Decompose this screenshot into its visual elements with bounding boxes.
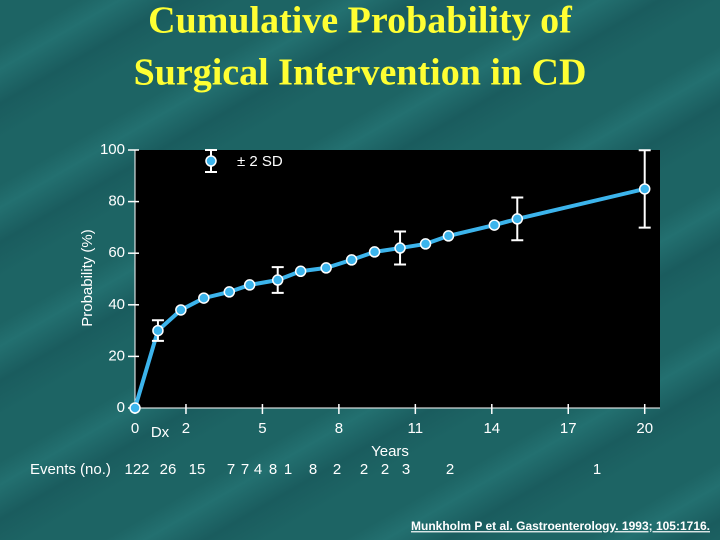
legend-marker <box>205 155 217 167</box>
data-point <box>638 183 651 195</box>
event-count: 26 <box>160 461 177 478</box>
x-tick-label: 2 <box>182 420 190 437</box>
x-tick-label: 0 <box>131 420 139 437</box>
event-count: 3 <box>402 461 410 478</box>
event-count: 15 <box>189 461 206 478</box>
chart-title: Cumulative Probability of <box>148 0 573 42</box>
y-tick-label: 0 <box>117 399 125 416</box>
data-point <box>294 265 307 278</box>
event-count: 2 <box>360 461 368 478</box>
chart-title: Surgical Intervention in CD <box>134 52 587 94</box>
event-count: 1 <box>284 461 292 478</box>
event-count: 1 <box>593 461 601 478</box>
x-tick-label: 11 <box>408 420 424 437</box>
data-point <box>223 286 236 298</box>
x-tick-label: 5 <box>258 420 266 437</box>
data-point <box>345 254 358 266</box>
data-point <box>152 324 164 337</box>
legend-label: ± 2 SD <box>237 153 283 170</box>
data-point <box>419 238 432 250</box>
event-count: 122 <box>124 461 149 478</box>
data-point <box>442 230 455 242</box>
event-count: 2 <box>381 461 389 478</box>
event-count: 4 <box>254 461 262 478</box>
y-tick-label: 100 <box>100 141 125 158</box>
x-tick-label: 8 <box>335 420 343 437</box>
event-count: 8 <box>269 461 277 478</box>
y-tick-label: 60 <box>108 244 125 261</box>
y-tick-label: 40 <box>108 296 125 313</box>
data-point <box>368 246 381 258</box>
y-tick-label: 20 <box>108 347 125 364</box>
data-point <box>320 262 332 274</box>
data-point <box>488 219 501 231</box>
data-point <box>271 274 284 286</box>
data-point <box>511 213 524 225</box>
event-count: 2 <box>333 461 341 478</box>
y-axis-label: Probability (%) <box>79 229 96 327</box>
event-count: 2 <box>446 461 454 478</box>
event-count: 7 <box>241 461 249 478</box>
x-tick-label: 17 <box>560 420 577 437</box>
x-annotation: Dx <box>151 424 170 441</box>
events-label: Events (no.) <box>30 461 111 478</box>
x-axis-label: Years <box>371 443 409 460</box>
data-point <box>129 402 141 414</box>
event-count: 7 <box>227 461 235 478</box>
plot-area <box>135 150 660 408</box>
data-point <box>175 304 187 316</box>
event-count: 8 <box>309 461 317 478</box>
x-tick-label: 14 <box>483 420 500 437</box>
x-tick-label: 20 <box>636 420 653 437</box>
citation: Munkholm P et al. Gastroenterology. 1993… <box>411 519 710 533</box>
y-tick-label: 80 <box>108 193 125 210</box>
data-point <box>394 242 406 254</box>
data-point <box>243 279 256 291</box>
data-point <box>198 292 210 304</box>
